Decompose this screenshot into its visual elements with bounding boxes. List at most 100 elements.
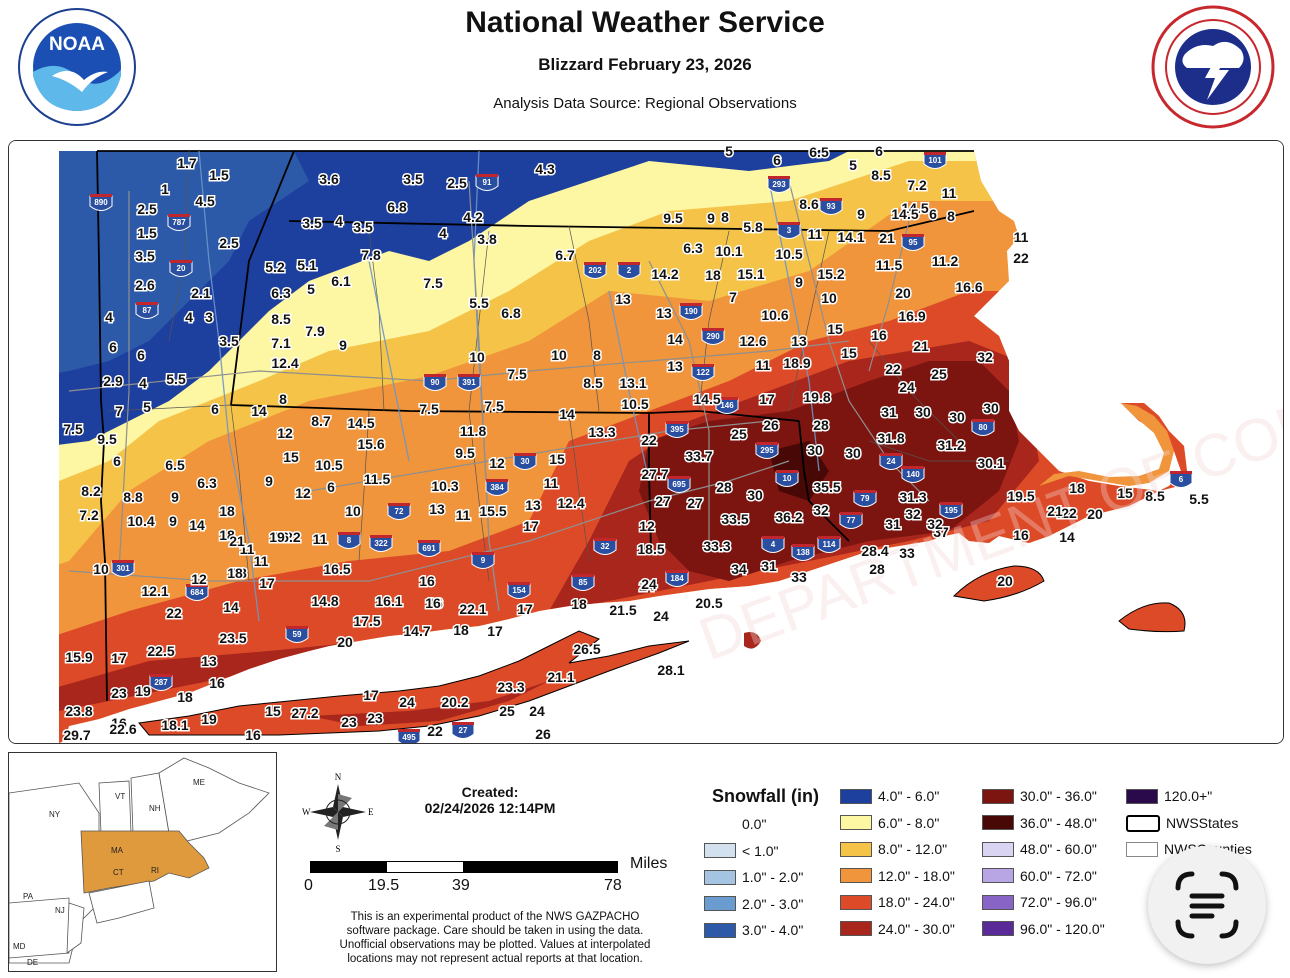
station-value-101: 16.2	[273, 529, 300, 545]
legend-item-col3-4: 72.0" - 96.0"	[982, 894, 1097, 910]
svg-text:787: 787	[172, 218, 186, 227]
station-value-209: 21	[1047, 503, 1063, 519]
svg-text:91: 91	[483, 178, 492, 187]
legend-item-col1-4: 3.0" - 4.0"	[704, 922, 803, 938]
station-value-141: 22.6	[109, 721, 136, 737]
station-value-211: 18	[1069, 480, 1085, 496]
highway-shield-395: 395	[665, 421, 689, 438]
disclaimer-line-4: locations may not represent actual repor…	[347, 953, 643, 965]
legend-swatch	[704, 922, 736, 938]
svg-text:79: 79	[861, 494, 870, 503]
station-value-0: 1.7	[177, 155, 197, 171]
station-value-203: 32	[977, 349, 993, 365]
highway-shield-391: 391	[457, 374, 481, 391]
station-value-215: 20	[997, 573, 1013, 589]
station-value-34: 5.1	[297, 257, 317, 273]
station-value-269: 17	[759, 391, 775, 407]
svg-text:290: 290	[706, 332, 720, 341]
marthas-vineyard	[952, 565, 1045, 602]
highway-shield-77: 77	[839, 512, 863, 529]
station-value-117: 16.1	[375, 593, 402, 609]
station-value-183: 33	[899, 545, 915, 561]
svg-text:2: 2	[627, 266, 632, 275]
svg-text:32: 32	[601, 542, 610, 551]
highway-shield-95: 95	[901, 234, 925, 251]
station-value-71: 13.3	[588, 424, 615, 440]
legend-swatch	[840, 894, 872, 910]
svg-text:24: 24	[887, 457, 896, 466]
highway-shield-32: 32	[593, 538, 617, 555]
station-value-241: 10.5	[775, 246, 802, 262]
svg-text:95: 95	[909, 238, 918, 247]
disclaimer-line-3: Unofficial observations may be plotted. …	[339, 939, 651, 951]
station-value-268: 14.5	[693, 391, 720, 407]
svg-text:80: 80	[979, 423, 988, 432]
station-value-201: 30	[983, 400, 999, 416]
station-value-169: 22	[641, 432, 657, 448]
text-scan-button[interactable]	[1148, 846, 1266, 964]
station-value-167: 27	[687, 495, 703, 511]
station-value-92: 15.5	[479, 503, 506, 519]
highway-shield-59: 59	[285, 626, 309, 643]
station-value-57: 8	[279, 391, 287, 407]
scale-tick-0: 0	[304, 877, 313, 894]
nantucket	[1118, 602, 1186, 633]
highway-shield-293: 293	[767, 176, 791, 193]
cape-cod	[1039, 403, 1174, 486]
station-value-261: 13	[791, 333, 807, 349]
station-value-90: 13	[429, 501, 445, 517]
station-value-173: 33.5	[721, 511, 748, 527]
highway-shield-138: 138	[791, 544, 815, 561]
station-value-76: 6.3	[197, 475, 217, 491]
highway-shield-190: 190	[679, 303, 703, 320]
station-value-150: 24	[399, 694, 415, 710]
station-value-221: 8.5	[871, 167, 891, 183]
station-value-122: 21.5	[609, 602, 636, 618]
station-value-251: 7	[729, 289, 737, 305]
nws-logo	[1151, 5, 1275, 129]
station-observations: 1.71.514.52.51.53.52.52.6 2.14 4 36 62.9 4 5.5…	[62, 142, 1211, 744]
station-value-238: 22	[1013, 250, 1029, 266]
legend-swatch	[840, 841, 872, 857]
highway-shield-322: 322	[369, 535, 393, 552]
station-value-28: 3.5	[353, 219, 373, 235]
station-value-140: 23.8	[65, 703, 92, 719]
svg-text:184: 184	[670, 574, 684, 583]
station-value-191: 30	[807, 442, 823, 458]
station-value-17: 5.5	[166, 371, 186, 387]
station-value-96: 11	[456, 507, 471, 523]
station-value-175: 33.3	[703, 538, 730, 554]
station-value-129: 21.5	[609, 602, 636, 618]
station-value-45: 6.8	[501, 305, 521, 321]
legend-label: 36.0" - 48.0"	[1020, 814, 1097, 831]
highway-shield-695: 695	[667, 476, 691, 493]
highway-shield-87: 87	[135, 302, 159, 319]
station-value-27: 4	[335, 213, 343, 229]
station-value-100: 21	[229, 533, 245, 549]
station-value-61: 14.5	[347, 415, 374, 431]
legend-title: Snowfall (in)	[712, 786, 819, 806]
highway-shield-295: 295	[755, 442, 779, 459]
compass-e: E	[368, 807, 374, 817]
station-value-172: 30	[747, 487, 763, 503]
svg-text:4: 4	[771, 540, 776, 549]
station-value-198: 30	[949, 409, 965, 425]
station-value-260: 12.6	[739, 333, 766, 349]
highway-shield-27: 27	[451, 722, 475, 739]
station-value-115: 14	[223, 599, 239, 615]
station-value-35: 6.1	[331, 273, 351, 289]
station-value-95: 10	[345, 503, 361, 519]
station-value-8: 2.6	[135, 277, 155, 293]
station-value-29: 4.2	[463, 209, 483, 225]
legend-swatch	[1126, 841, 1158, 857]
station-value-171: 28	[716, 479, 732, 495]
snowfall-map-canvas: DEPARTMENT OF COMMERCE 89078720879193951…	[9, 141, 1283, 743]
data-source: Analysis Data Source: Regional Observati…	[493, 95, 797, 112]
station-value-93: 13	[525, 497, 541, 513]
station-value-157: 23.3	[497, 679, 524, 695]
station-value-102: 19	[269, 529, 285, 545]
station-value-237: 11	[1014, 229, 1029, 245]
station-value-136: 23	[111, 685, 127, 701]
station-value-55: 7.5	[484, 398, 504, 414]
